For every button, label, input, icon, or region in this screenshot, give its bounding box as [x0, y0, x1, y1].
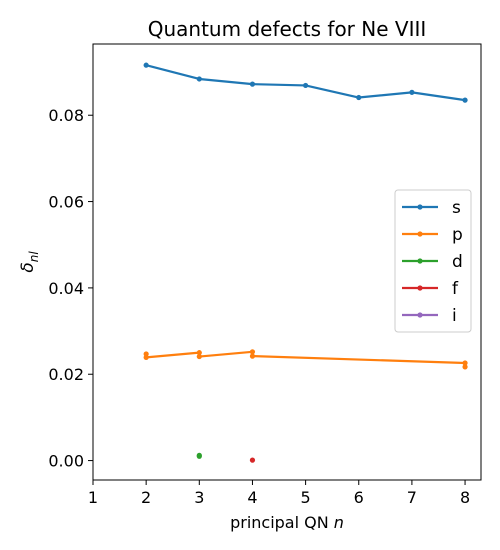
x-tick-label: 2 [141, 488, 151, 507]
x-tick-label: 5 [301, 488, 311, 507]
series-layer [143, 62, 468, 463]
series-line-p [145, 350, 467, 367]
y-tick-label: 0.08 [48, 106, 84, 125]
data-point-s [409, 89, 415, 95]
legend-label-p: p [452, 225, 463, 245]
data-point-s [356, 94, 362, 101]
data-point-p [196, 350, 202, 356]
x-axis: 1 2 3 4 5 6 7 8 [88, 480, 470, 507]
x-tick-label: 7 [407, 488, 417, 507]
y-tick-label: 0.06 [48, 193, 84, 212]
series-p [143, 349, 468, 370]
series-f [249, 457, 256, 463]
y-axis: 0.00 0.02 0.04 0.06 0.08 [48, 106, 93, 471]
x-tick-label: 1 [88, 488, 98, 507]
data-point-s [462, 97, 468, 103]
legend-label-s: s [452, 198, 461, 218]
x-tick-label: 4 [247, 488, 257, 507]
legend-marker-p [417, 231, 423, 237]
data-point-d [196, 453, 202, 459]
data-point-f [249, 457, 256, 463]
y-axis-label: δnl [18, 251, 41, 273]
x-tick-label: 3 [194, 488, 204, 507]
legend-label-f: f [452, 279, 459, 299]
chart-title: Quantum defects for Ne VIII [148, 17, 427, 41]
y-tick-label: 0.04 [48, 279, 84, 298]
x-axis-label: principal QN n [230, 513, 344, 532]
data-point-p [143, 354, 149, 361]
series-s [143, 62, 468, 103]
data-point-p [462, 364, 468, 370]
legend-label-d: d [452, 252, 463, 272]
data-point-p [462, 360, 468, 366]
data-point-p [196, 353, 202, 360]
plot-frame [92, 43, 482, 481]
legend-label-i: i [452, 306, 457, 326]
data-point-s [303, 82, 309, 89]
x-tick-label: 8 [460, 488, 470, 507]
y-tick-label: 0.00 [48, 452, 84, 471]
data-point-s [143, 62, 149, 68]
legend-marker-s [417, 204, 423, 210]
y-tick-label: 0.02 [48, 365, 84, 384]
data-point-p [249, 349, 256, 355]
data-point-s [249, 81, 256, 87]
legend-marker-i [417, 312, 423, 318]
data-point-p [249, 353, 256, 359]
series-d [196, 452, 202, 459]
x-tick-label: 6 [354, 488, 364, 507]
data-point-s [196, 76, 202, 82]
legend-marker-d [417, 258, 423, 264]
legend-marker-f [417, 285, 423, 291]
